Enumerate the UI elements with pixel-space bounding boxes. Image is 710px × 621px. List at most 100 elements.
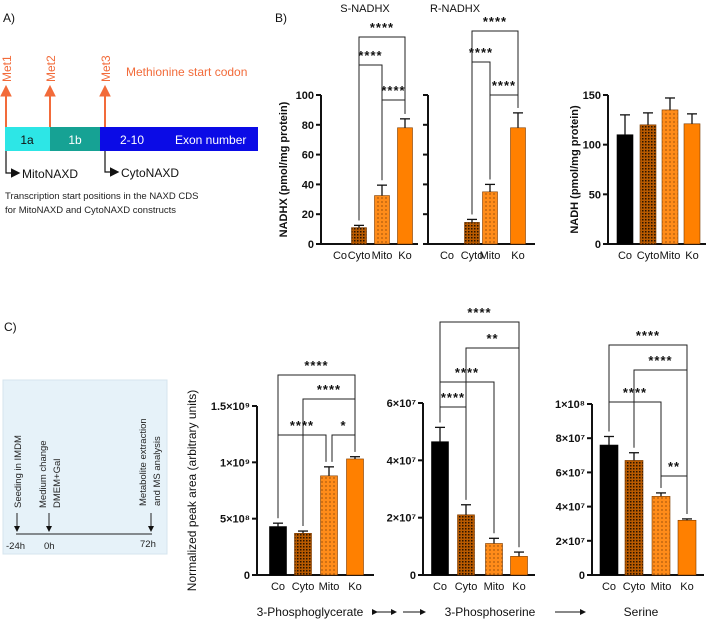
category-label: Mito: [660, 250, 681, 262]
bar-co: [269, 526, 287, 576]
y-tick-label: 40: [302, 179, 314, 191]
significance-label: **: [486, 331, 498, 346]
caption-line-2: for MitoNAXD and CytoNAXD constructs: [5, 205, 176, 216]
y-tick-label: 2×10⁷: [556, 536, 586, 548]
significance-bracket: [660, 475, 688, 514]
met3-arrowhead-icon: [99, 84, 111, 97]
bar-mito: [651, 496, 671, 576]
medium-change-label: Medium change: [38, 440, 49, 508]
pathway-3pg: 3-Phosphoglycerate: [257, 605, 364, 619]
category-label: Ko: [348, 581, 361, 593]
y-tick-label: 0: [410, 570, 416, 582]
time-minus24h: -24h: [6, 541, 25, 552]
caption-line-1: Transcription start positions in the NAX…: [5, 191, 198, 202]
significance-label: ****: [370, 20, 394, 35]
category-label: Cyto: [455, 581, 478, 593]
exon-1b-label: 1b: [68, 133, 82, 147]
bar-co: [599, 444, 619, 576]
methionine-legend: Methionine start codon: [126, 65, 247, 79]
bar-cyto: [624, 460, 644, 576]
category-label: Cyto: [623, 581, 646, 593]
y-tick-label: 0: [244, 570, 250, 582]
met2-label: Met2: [44, 55, 58, 82]
time-72h: 72h: [140, 539, 156, 550]
bar-ko: [510, 556, 528, 576]
pathway-footer: 3-Phosphoglycerate 3-Phosphoserine Serin…: [257, 605, 659, 619]
category-label: Co: [618, 250, 632, 262]
category-label: Ko: [511, 250, 524, 262]
category-label: Mito: [651, 581, 672, 593]
significance-bracket: [331, 434, 356, 462]
pathway-serine: Serine: [624, 605, 659, 619]
y-tick-label: 4×10⁷: [387, 455, 417, 467]
y-tick-label: 20: [302, 209, 314, 221]
panel-c-timeline: C) Seeding in IMDM Medium change DMEM+Ga…: [2, 320, 168, 555]
chart-title: S-NADHX: [340, 3, 390, 15]
bar-mito: [482, 191, 498, 245]
y-tick-label: 100: [296, 90, 314, 102]
exon-2-10: [100, 127, 258, 151]
category-label: Ko: [512, 581, 525, 593]
category-label: Co: [333, 250, 347, 262]
significance-bracket: [489, 94, 519, 180]
bar-ko: [510, 127, 526, 245]
category-label: Mito: [480, 250, 501, 262]
significance-label: ****: [304, 358, 328, 373]
category-label: Co: [602, 581, 616, 593]
bar-mito: [661, 109, 679, 245]
category-label: Ko: [685, 250, 698, 262]
significance-label: ****: [455, 365, 479, 380]
met1-arrowhead-icon: [0, 84, 12, 97]
significance-bracket: [277, 434, 327, 519]
y-tick-label: 1×10⁸: [555, 399, 585, 411]
bar-cyto: [351, 227, 367, 245]
category-label: Co: [433, 581, 447, 593]
y-tick-label: 6×10⁷: [556, 467, 586, 479]
y-tick-label: 150: [583, 90, 601, 102]
significance-label: ****: [636, 328, 660, 343]
y-tick-label: 6×10⁷: [387, 398, 417, 410]
significance-bracket: [439, 381, 495, 534]
significance-label: ****: [483, 14, 507, 29]
cyto-start-arrow-icon: [104, 151, 120, 177]
significance-label: ****: [623, 385, 647, 400]
met2-arrowhead-icon: [44, 84, 56, 97]
significance-bracket: [608, 401, 662, 488]
significance-bracket: [302, 398, 356, 527]
significance-label: ****: [381, 83, 405, 98]
y-axis-label: NADHX (pmol/mg protein): [278, 101, 290, 237]
extraction-label: Metabolite extraction: [138, 418, 149, 506]
y-tick-label: 2×10⁷: [387, 513, 417, 525]
y-tick-label: 8×10⁷: [556, 433, 586, 445]
bar-ko: [677, 519, 697, 576]
chart-ser: 0 2×10⁷ 4×10⁷ 6×10⁷ 8×10⁷ 1×10⁸ Co Cyto Mito Ko **…: [555, 328, 704, 593]
significance-bracket: [633, 369, 688, 514]
significance-label: ****: [648, 353, 672, 368]
met-arrows: [0, 84, 111, 127]
bar-co: [616, 134, 634, 245]
exon-number-label: Exon number: [175, 133, 246, 147]
bar-ko: [346, 458, 364, 576]
significance-label: *: [340, 418, 346, 433]
dmem-gal-label: DMEM+Gal: [52, 459, 63, 508]
bar-cyto: [294, 533, 312, 576]
significance-bracket: [439, 321, 520, 548]
exon-1a-label: 1a: [20, 133, 34, 147]
bar-mito: [374, 195, 390, 245]
y-tick-label: 1.5×10⁹: [211, 401, 250, 413]
category-label: Ko: [680, 581, 693, 593]
bar-mito: [485, 543, 503, 576]
panel-c-label: C): [4, 320, 17, 334]
significance-label: ****: [317, 382, 341, 397]
y-tick-label: 4×10⁷: [556, 502, 586, 514]
significance-label: ****: [469, 45, 493, 60]
bar-cyto: [457, 514, 475, 576]
panel-b-label: B): [275, 11, 287, 25]
chart-s_nadhx: 0 20 40 60 80 100 S-NADHX NADHX (pmol/mg protei…: [278, 3, 418, 262]
category-label: Cyto: [461, 250, 484, 262]
charts: 0 20 40 60 80 100 S-NADHX NADHX (pmol/mg protei…: [185, 3, 706, 593]
ms-analysis-label: and MS analysis: [152, 436, 163, 506]
